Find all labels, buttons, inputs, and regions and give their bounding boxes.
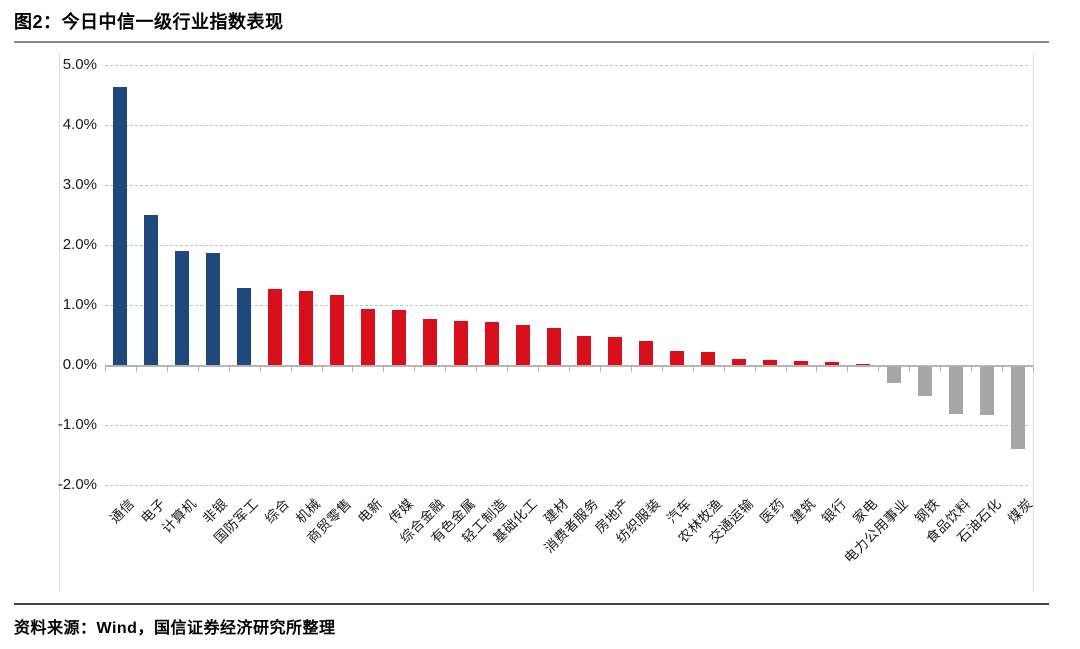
bar-电力公用事业 bbox=[886, 366, 901, 383]
bar-家电 bbox=[855, 363, 870, 365]
bar-医药 bbox=[763, 359, 778, 365]
axis-tick bbox=[321, 367, 323, 372]
bar-综合金融 bbox=[422, 318, 437, 365]
axis-tick bbox=[692, 367, 694, 372]
gridline--2.0% bbox=[105, 485, 1028, 486]
y-axis-tick-label: -1.0% bbox=[57, 416, 97, 433]
axis-tick bbox=[135, 367, 137, 372]
bar-钢铁 bbox=[917, 366, 932, 396]
y-axis-tick-label: 3.0% bbox=[62, 176, 97, 193]
title-divider bbox=[14, 41, 1049, 43]
gridline--1.0% bbox=[105, 425, 1028, 426]
bar-非银 bbox=[206, 252, 221, 365]
bar-建材 bbox=[546, 327, 561, 365]
bar-建筑 bbox=[794, 360, 808, 365]
axis-tick bbox=[1033, 367, 1034, 372]
bar-传媒 bbox=[391, 309, 406, 365]
bar-房地产 bbox=[608, 337, 623, 365]
axis-tick bbox=[259, 367, 261, 372]
axis-tick bbox=[661, 367, 663, 372]
axis-tick bbox=[228, 367, 230, 372]
bar-综合 bbox=[268, 289, 283, 365]
bar-电新 bbox=[360, 309, 375, 365]
axis-tick bbox=[414, 367, 416, 372]
bar-煤炭 bbox=[1010, 366, 1025, 450]
bar-轻工制造 bbox=[484, 322, 499, 365]
axis-tick bbox=[630, 367, 632, 372]
axis-tick bbox=[847, 367, 849, 372]
axis-tick bbox=[445, 367, 447, 372]
axis-tick bbox=[909, 367, 911, 372]
bar-电子 bbox=[144, 215, 159, 365]
axis-tick bbox=[105, 367, 106, 372]
bar-汽车 bbox=[670, 350, 685, 365]
gridline-5.0% bbox=[105, 65, 1028, 66]
axis-tick bbox=[352, 367, 354, 372]
bar-消费者服务 bbox=[577, 335, 592, 365]
axis-tick bbox=[166, 367, 168, 372]
gridline-1.0% bbox=[105, 305, 1028, 306]
y-axis-tick-label: 2.0% bbox=[62, 236, 97, 253]
axis-tick bbox=[971, 367, 973, 372]
axis-tick bbox=[1002, 367, 1004, 372]
axis-tick bbox=[723, 367, 725, 372]
axis-tick bbox=[878, 367, 880, 372]
bar-国防军工 bbox=[237, 288, 252, 365]
bar-有色金属 bbox=[453, 321, 468, 365]
axis-tick bbox=[290, 367, 292, 372]
plot-border-right bbox=[1033, 53, 1034, 592]
bar-农林牧渔 bbox=[701, 351, 716, 365]
bar-石油石化 bbox=[979, 366, 994, 415]
figure-title: 图2：今日中信一级行业指数表现 bbox=[14, 12, 284, 32]
axis-tick bbox=[940, 367, 942, 372]
bar-基础化工 bbox=[515, 325, 530, 365]
gridline-4.0% bbox=[105, 125, 1028, 126]
y-axis-tick-label: -2.0% bbox=[57, 476, 97, 493]
plot-border-left bbox=[59, 53, 60, 592]
axis-tick bbox=[569, 367, 570, 372]
bar-机械 bbox=[299, 291, 314, 365]
y-axis-tick-label: 5.0% bbox=[62, 56, 97, 73]
bar-银行 bbox=[824, 362, 839, 365]
x-axis-line bbox=[105, 365, 1033, 367]
gridline-2.0% bbox=[105, 245, 1028, 246]
axis-tick bbox=[754, 367, 756, 372]
bar-商贸零售 bbox=[330, 294, 344, 365]
axis-tick bbox=[507, 367, 509, 372]
bar-计算机 bbox=[175, 251, 190, 365]
axis-tick bbox=[197, 367, 199, 372]
source-note: 资料来源：Wind，国信证券经济研究所整理 bbox=[14, 620, 336, 637]
axis-tick bbox=[383, 367, 385, 372]
axis-tick bbox=[785, 367, 787, 372]
y-axis-tick-label: 0.0% bbox=[62, 356, 97, 373]
axis-tick bbox=[538, 367, 540, 372]
footer-divider bbox=[14, 603, 1049, 605]
bar-交通运输 bbox=[732, 359, 747, 365]
bar-通信 bbox=[113, 87, 128, 365]
bar-纺织服装 bbox=[639, 341, 654, 365]
gridline-3.0% bbox=[105, 185, 1028, 186]
bar-食品饮料 bbox=[948, 366, 963, 414]
y-axis-tick-label: 1.0% bbox=[62, 296, 97, 313]
y-axis-tick-label: 4.0% bbox=[62, 116, 97, 133]
axis-tick bbox=[816, 367, 818, 372]
axis-tick bbox=[476, 367, 478, 372]
axis-tick bbox=[599, 367, 601, 372]
